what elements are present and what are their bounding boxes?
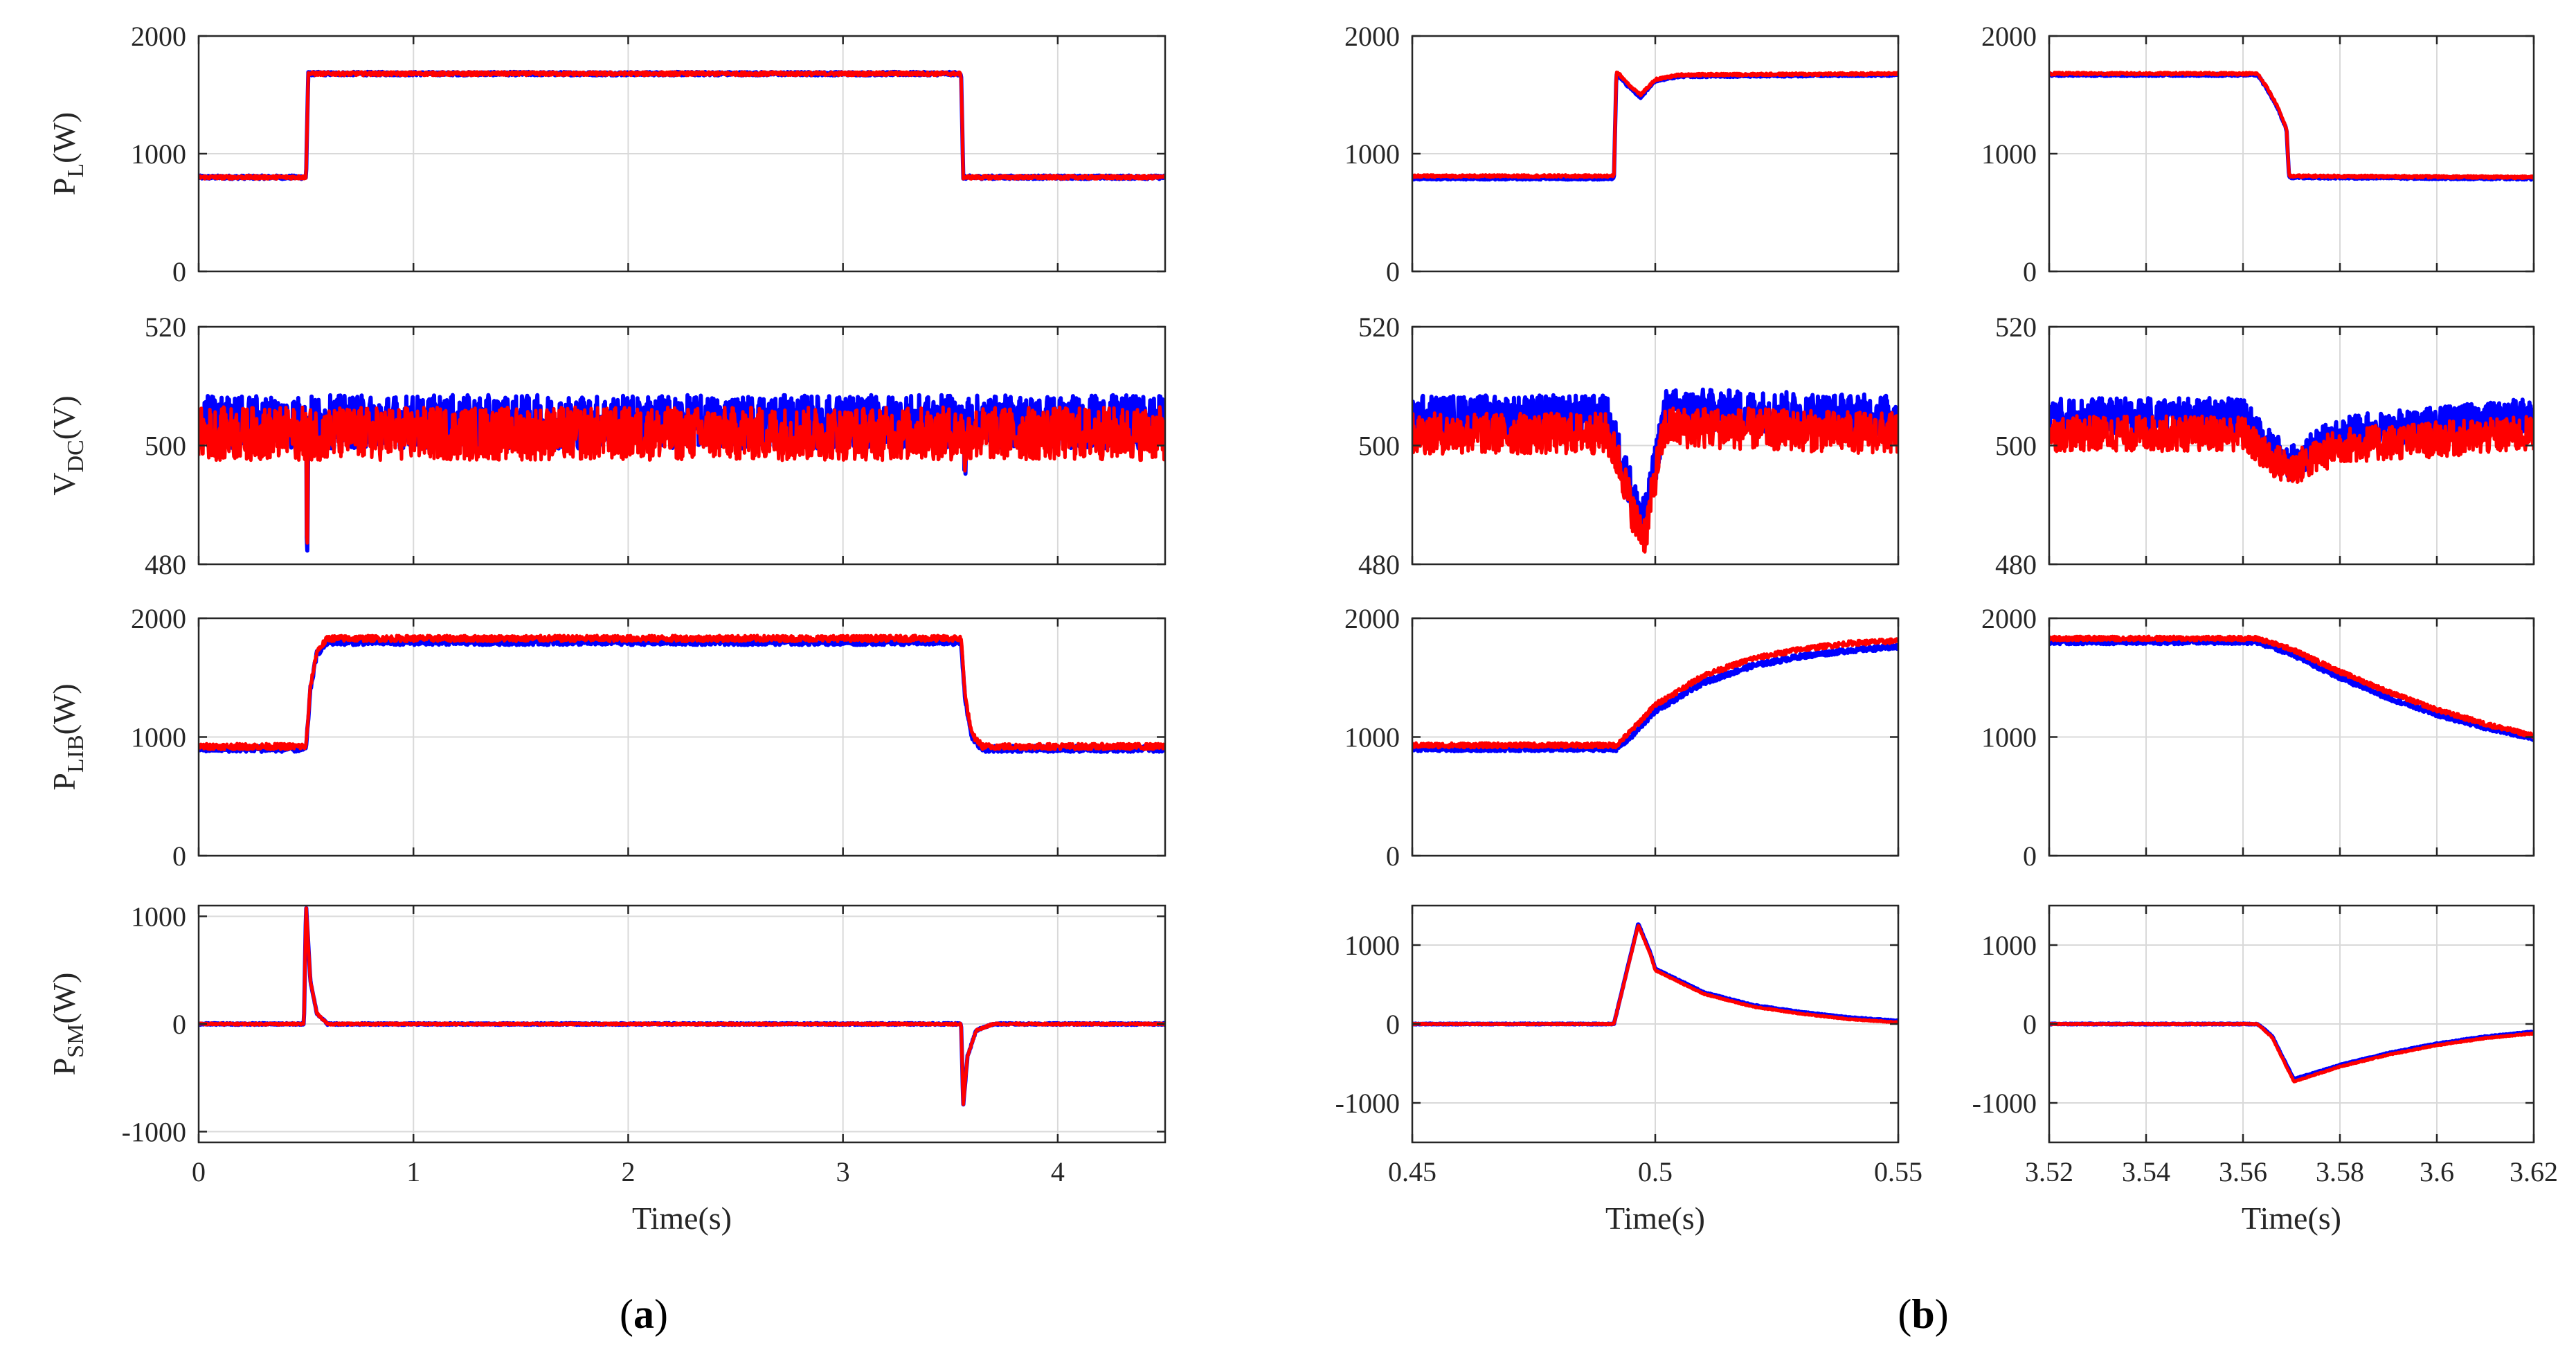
panel-b1-PSM: -1000 0 1000 0.45 0.5 0.55 Time(s) xyxy=(1335,904,1922,1236)
panel-a-VDC: 480 500 520 VDC(V) xyxy=(46,312,1167,580)
y-axis-label: PSM(W) xyxy=(46,973,89,1076)
series-red-line xyxy=(2049,1021,2534,1084)
y-tick-label: 2000 xyxy=(131,21,186,52)
y-axis-label: PL(W) xyxy=(46,112,89,195)
x-tick-label: 0 xyxy=(192,1156,206,1187)
series-red-line xyxy=(199,70,1165,181)
series-red-line xyxy=(2049,414,2534,484)
y-tick-label: 2000 xyxy=(1344,21,1400,52)
panel-a-PL: 0 1000 2000 PL(W) xyxy=(46,21,1167,287)
x-tick-label: 0.55 xyxy=(1874,1156,1922,1187)
series-blue-line xyxy=(2049,638,2534,742)
y-tick-label: 2000 xyxy=(1981,603,2037,634)
series-red-line xyxy=(199,633,1165,751)
y-tick-label: 520 xyxy=(1358,312,1400,343)
x-tick-label: 4 xyxy=(1051,1156,1065,1187)
y-tick-label: 0 xyxy=(1386,841,1400,872)
y-tick-label: 2000 xyxy=(1981,21,2037,52)
y-tick-label: -1000 xyxy=(1335,1088,1400,1119)
y-tick-label: 0 xyxy=(2023,256,2037,287)
series-red-line xyxy=(1412,406,1898,554)
y-tick-label: 1000 xyxy=(1344,138,1400,170)
y-tick-label: 1000 xyxy=(131,722,186,753)
y-tick-label: 2000 xyxy=(1344,603,1400,634)
panel-b2-PL: 0 1000 2000 xyxy=(1981,21,2535,287)
panel-b2-VDC: 480 500 520 xyxy=(1995,312,2535,580)
y-tick-label: 500 xyxy=(145,431,186,462)
y-tick-label: 520 xyxy=(1995,312,2037,343)
y-axis-label: PLIB(W) xyxy=(46,683,89,790)
x-axis-label: Time(s) xyxy=(2242,1201,2341,1236)
y-tick-label: 1000 xyxy=(1344,722,1400,753)
x-tick-label: 1 xyxy=(406,1156,420,1187)
y-tick-label: 0 xyxy=(172,841,186,872)
y-tick-label: 0 xyxy=(1386,256,1400,287)
y-tick-label: 1000 xyxy=(1344,930,1400,961)
x-tick-label: 3.52 xyxy=(2025,1156,2073,1187)
x-tick-label: 3.6 xyxy=(2420,1156,2454,1187)
panel-b1-PL: 0 1000 2000 xyxy=(1344,21,1900,287)
x-axis-label: Time(s) xyxy=(1605,1201,1705,1236)
y-tick-label: 480 xyxy=(1995,549,2037,580)
series-red-line xyxy=(1412,637,1898,750)
y-tick-label: 1000 xyxy=(131,901,186,933)
x-axis-label: Time(s) xyxy=(632,1201,732,1236)
x-tick-label: 3.56 xyxy=(2219,1156,2267,1187)
panel-a-PLIB: 0 1000 2000 PLIB(W) xyxy=(46,603,1167,872)
y-tick-label: 1000 xyxy=(1981,930,2037,961)
panel-b2-PSM: -1000 0 1000 3.52 3.54 3.56 3.58 3.6 3.62 Time(s) xyxy=(1972,904,2558,1236)
x-tick-label: 0.45 xyxy=(1388,1156,1436,1187)
y-tick-label: 0 xyxy=(2023,1009,2037,1040)
caption-a: (a) xyxy=(620,1291,668,1337)
panel-b1-PLIB: 0 1000 2000 xyxy=(1344,603,1900,872)
y-tick-label: 500 xyxy=(1358,431,1400,462)
x-tick-label: 3.62 xyxy=(2510,1156,2558,1187)
y-tick-label: 0 xyxy=(172,1009,186,1040)
x-tick-label: 3 xyxy=(836,1156,850,1187)
x-tick-label: 0.5 xyxy=(1638,1156,1673,1187)
y-tick-label: -1000 xyxy=(1972,1088,2037,1119)
x-tick-label: 3.54 xyxy=(2122,1156,2170,1187)
y-tick-label: 2000 xyxy=(131,603,186,634)
panel-b1-VDC: 480 500 520 xyxy=(1358,312,1900,580)
y-tick-label: -1000 xyxy=(122,1116,186,1147)
series-red-line xyxy=(2049,634,2534,739)
y-tick-label: 500 xyxy=(1995,431,2037,462)
y-tick-label: 480 xyxy=(145,549,186,580)
y-tick-label: 520 xyxy=(145,312,186,343)
y-tick-label: 0 xyxy=(172,256,186,287)
y-axis-label: VDC(V) xyxy=(46,395,89,495)
series-red-line xyxy=(199,405,1165,545)
x-tick-label: 3.58 xyxy=(2316,1156,2364,1187)
panel-b2-PLIB: 0 1000 2000 xyxy=(1981,603,2535,872)
series-red-line xyxy=(1412,924,1898,1027)
series-red-line xyxy=(1412,70,1898,179)
series-red-line xyxy=(2049,71,2534,181)
y-tick-label: 0 xyxy=(2023,841,2037,872)
y-tick-label: 480 xyxy=(1358,549,1400,580)
y-tick-label: 0 xyxy=(1386,1009,1400,1040)
series-red-line xyxy=(199,906,1165,1106)
x-tick-label: 2 xyxy=(621,1156,635,1187)
y-tick-label: 1000 xyxy=(1981,138,2037,170)
y-tick-label: 1000 xyxy=(1981,722,2037,753)
y-tick-label: 1000 xyxy=(131,138,186,170)
caption-b: (b) xyxy=(1898,1291,1948,1337)
